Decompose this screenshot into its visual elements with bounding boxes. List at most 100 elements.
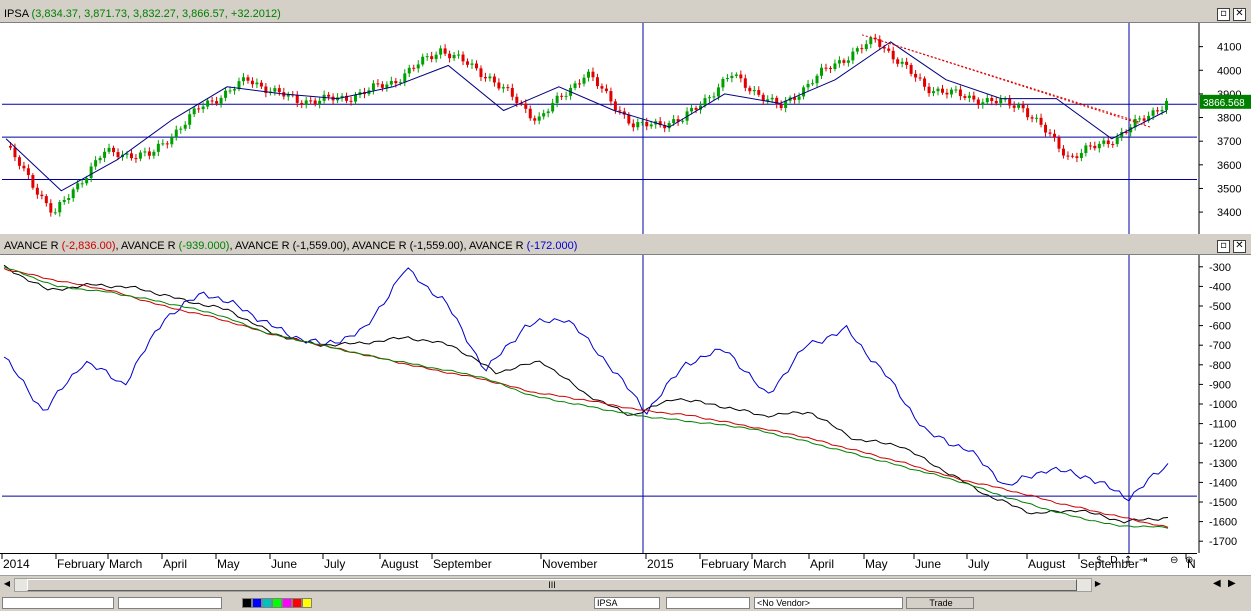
candle-body	[940, 88, 944, 93]
candle-body	[501, 87, 505, 89]
candle-body	[887, 48, 891, 51]
candle-body	[766, 99, 770, 101]
candle-body	[806, 83, 810, 88]
scroll-end-icon[interactable]: ⇥	[1139, 555, 1148, 566]
candle-body	[864, 44, 868, 50]
candle-body	[179, 128, 183, 130]
candle-body	[188, 114, 192, 125]
candle-body	[174, 129, 178, 138]
toolbar-field-2[interactable]	[118, 597, 222, 609]
candle-body	[703, 98, 707, 106]
candle-body	[309, 100, 313, 102]
ipsa-plot-area	[2, 23, 1197, 234]
symbol-input[interactable]: IPSA	[594, 597, 660, 609]
candle-body	[17, 157, 21, 166]
date-tick-label: N	[1187, 557, 1196, 571]
candle-body	[802, 87, 806, 97]
toolbar-field-1[interactable]	[2, 597, 114, 609]
moving-average-line	[5, 41, 1168, 192]
candle-body	[439, 48, 443, 55]
candle-body	[1079, 153, 1083, 158]
candle-body	[147, 151, 151, 156]
candle-body	[277, 88, 281, 93]
period-d-icon[interactable]: D	[1110, 555, 1118, 566]
candle-body	[1106, 140, 1110, 145]
candle-body	[1088, 145, 1092, 147]
avance-y-tick-label: -1600	[1209, 517, 1237, 529]
toolbar-field-3[interactable]	[666, 597, 750, 609]
avance-y-tick-label: -300	[1209, 262, 1231, 274]
candle-body	[994, 101, 998, 104]
avance-legend: AVANCE R (-2,836.00), AVANCE R (-939.000…	[4, 239, 577, 253]
avance-series-line	[3, 268, 1169, 528]
candle-body	[304, 100, 308, 105]
candle-body	[519, 103, 523, 105]
scroll-left-icon[interactable]: ◀	[3, 579, 11, 588]
ipsa-maximize-icon[interactable]: ▫	[1217, 8, 1230, 21]
candle-body	[457, 54, 461, 56]
candle-body	[694, 107, 698, 110]
ipsa-chart-svg: 340035003600370038003900400041003866.568	[2, 23, 1251, 234]
candle-body	[725, 78, 729, 80]
trade-button[interactable]: Trade	[906, 597, 974, 609]
candle-body	[640, 121, 644, 123]
candle-body	[595, 77, 599, 87]
step-left-icon[interactable]: ◀	[1213, 578, 1221, 589]
scroll-thumb[interactable]: III	[27, 579, 1077, 591]
legend-series-name: AVANCE R	[351, 240, 410, 252]
date-tick-label: March	[109, 557, 142, 571]
zoom-out-icon[interactable]: ⊖	[1170, 555, 1179, 566]
candle-body	[371, 83, 375, 91]
vendor-select[interactable]: <No Vendor>	[754, 597, 903, 609]
candle-body	[510, 87, 514, 97]
legend-separator: ,	[463, 240, 469, 252]
date-tick-label: September	[433, 557, 492, 571]
candle-body	[533, 118, 537, 121]
avance-close-icon[interactable]: ✕	[1233, 240, 1246, 253]
candle-body	[663, 125, 667, 129]
candle-body	[385, 84, 389, 88]
step-right-icon[interactable]: ▶	[1228, 578, 1236, 589]
legend-series-value: (-939.000)	[178, 240, 230, 252]
candle-body	[67, 198, 71, 201]
candle-body	[954, 89, 958, 91]
candle-body	[224, 90, 228, 98]
date-tick-label: July	[324, 557, 345, 571]
scroll-track[interactable]: III	[14, 578, 1092, 592]
scroll-right-icon[interactable]: ▶	[1094, 579, 1102, 588]
date-tick-label: May	[865, 557, 888, 571]
legend-series-name: AVANCE R	[121, 240, 179, 252]
candle-body	[152, 151, 156, 156]
ipsa-close-icon[interactable]: ✕	[1233, 8, 1246, 21]
candle-body	[13, 147, 17, 158]
candle-body	[900, 61, 904, 64]
horizontal-scrollbar[interactable]: ◀ III ▶ ◀ ▶	[0, 575, 1251, 593]
candle-body	[1003, 98, 1007, 100]
candle-body	[295, 95, 299, 103]
candle-body	[1129, 127, 1133, 133]
date-tick-label: August	[1028, 557, 1066, 571]
avance-maximize-icon[interactable]: ▫	[1217, 240, 1230, 253]
candle-body	[667, 123, 671, 129]
candle-body	[1138, 118, 1142, 120]
legend-separator: ,	[346, 240, 352, 252]
candle-body	[1026, 108, 1030, 118]
candle-body	[578, 83, 582, 85]
candle-body	[1012, 105, 1016, 108]
candle-body	[349, 100, 353, 102]
candle-body	[461, 54, 465, 62]
candle-body	[183, 124, 187, 129]
candle-body	[407, 67, 411, 74]
color-palette[interactable]	[242, 598, 322, 608]
zoom-in-icon[interactable]: ⊕	[1185, 555, 1194, 566]
avance-y-tick-label: -700	[1209, 340, 1231, 352]
candle-body	[327, 94, 331, 97]
candle-body	[300, 102, 304, 105]
date-tick-label: June	[271, 557, 297, 571]
candle-body	[851, 51, 855, 61]
candle-body	[1044, 124, 1048, 133]
updown-arrow-icon[interactable]: ↕	[1124, 555, 1133, 566]
currency-icon[interactable]: $	[1096, 555, 1103, 566]
candle-body	[1066, 155, 1070, 157]
candle-body	[949, 89, 953, 95]
